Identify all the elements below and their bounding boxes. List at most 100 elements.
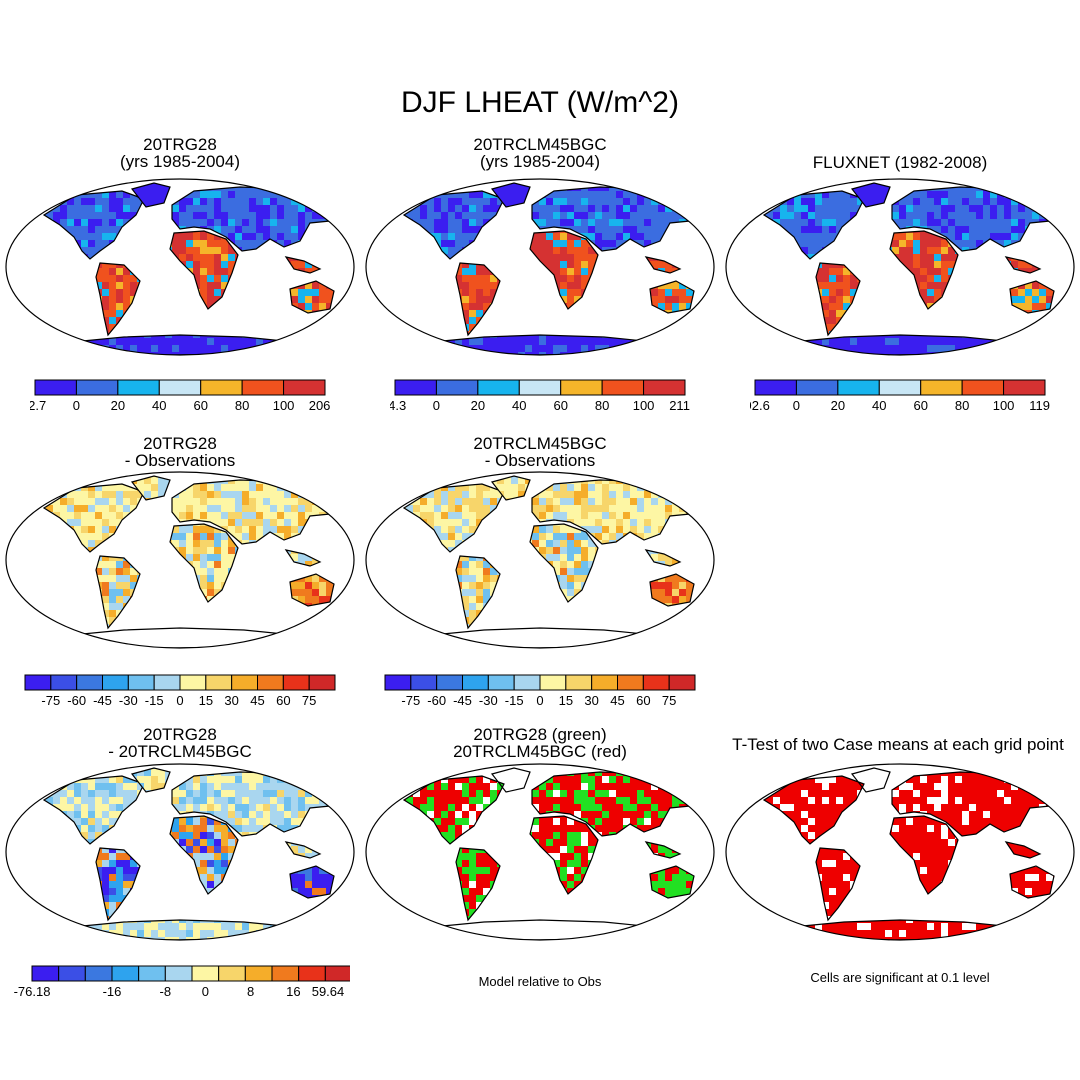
colorbar-tick-label: 75 <box>302 693 316 708</box>
panel-title-line: (yrs 1985-2004) <box>420 153 660 170</box>
colorbar-box <box>669 675 695 690</box>
panel-title-line: (yrs 1985-2004) <box>60 153 300 170</box>
colorbar-tick-label: 0 <box>433 398 440 413</box>
colorbar-tick-label: 75 <box>662 693 676 708</box>
colorbar-box <box>755 380 796 395</box>
colorbar-tick-label: -15 <box>505 693 524 708</box>
colorbar-box <box>59 966 86 981</box>
colorbar-tick-label: 80 <box>235 398 249 413</box>
panel-title-6: 20TRG28 - 20TRCLM45BGC <box>60 726 300 760</box>
panel-title-1: 20TRG28 (yrs 1985-2004) <box>60 136 300 170</box>
note-ttest-significance: Cells are significant at 0.1 level <box>780 970 1020 985</box>
colorbar-box <box>77 675 103 690</box>
colorbar-box <box>258 675 284 690</box>
colorbar-model-diff: -76.18 -16 -8 0 8 16 59.64 <box>10 962 350 1002</box>
colorbar-box <box>283 675 309 690</box>
panel-title-line: - 20TRCLM45BGC <box>60 743 300 760</box>
colorbar-box <box>219 966 246 981</box>
colorbar-tick-label: -30 <box>119 693 138 708</box>
panel-title-3: FLUXNET (1982-2008) <box>780 154 1020 171</box>
panel-title-4: 20TRG28 - Observations <box>60 435 300 469</box>
colorbar-tick-label: 30 <box>584 693 598 708</box>
colorbar-box <box>540 675 566 690</box>
colorbar-box <box>566 675 592 690</box>
colorbar-box <box>602 380 643 395</box>
colorbar-box <box>206 675 232 690</box>
colorbar-box <box>118 380 159 395</box>
colorbar-tick-label: -45 <box>93 693 112 708</box>
colorbar-tick-label: 0 <box>793 398 800 413</box>
colorbar-box <box>165 966 192 981</box>
colorbar-box <box>51 675 77 690</box>
colorbar-tick-label: 100 <box>993 398 1015 413</box>
panel-title-5: 20TRCLM45BGC - Observations <box>420 435 660 469</box>
colorbar-tick-label: 45 <box>610 693 624 708</box>
colorbar-box <box>643 675 669 690</box>
colorbar-box <box>879 380 920 395</box>
colorbar-tick-label: -2.7 <box>30 398 46 413</box>
colorbar-box <box>385 675 411 690</box>
panel-title-8: T-Test of two Case means at each grid po… <box>720 736 1076 753</box>
colorbar-tick-label: 119.8 <box>1029 398 1050 413</box>
colorbar-box <box>514 675 540 690</box>
panel-title-line: 20TRCLM45BGC <box>420 435 660 452</box>
colorbar-tick-label: -45 <box>453 693 472 708</box>
colorbar-tick-label: 30 <box>224 693 238 708</box>
colorbar-box <box>411 675 437 690</box>
colorbar-tick-label: 60 <box>553 398 567 413</box>
colorbar-tick-label: -60 <box>67 693 86 708</box>
colorbar-tick-label: 0 <box>176 693 183 708</box>
colorbar-tick-label: 0 <box>202 984 209 999</box>
colorbar-box <box>796 380 837 395</box>
colorbar-tick-label: 60 <box>193 398 207 413</box>
colorbar-box <box>1004 380 1045 395</box>
colorbar-box <box>112 966 139 981</box>
colorbar-box <box>962 380 1003 395</box>
colorbar-tick-label: -76.18 <box>14 984 51 999</box>
panel-title-line: 20TRG28 <box>60 136 300 153</box>
colorbar-tick-label: -4.3 <box>390 398 406 413</box>
colorbar-box <box>272 966 299 981</box>
colorbar-diff-2: -75 -60 -45 -30 -15 0 15 30 45 60 75 <box>380 671 700 711</box>
main-title: DJF LHEAT (W/m^2) <box>0 86 1080 120</box>
colorbar-box <box>32 966 59 981</box>
colorbar-tick-label: 100 <box>633 398 655 413</box>
colorbar-tick-label: 60 <box>913 398 927 413</box>
colorbar-tick-label: -60 <box>427 693 446 708</box>
colorbar-box <box>299 966 326 981</box>
colorbar-box <box>180 675 206 690</box>
colorbar-box <box>644 380 685 395</box>
map-20trg28-minus-20trclm45bgc <box>4 762 356 942</box>
colorbar-box <box>284 380 325 395</box>
colorbar-box <box>436 380 477 395</box>
colorbar-tick-label: 40 <box>512 398 526 413</box>
colorbar-tick-label: 16 <box>286 984 300 999</box>
panel-title-line: - Observations <box>60 452 300 469</box>
colorbar-diff-1: -75 -60 -45 -30 -15 0 15 30 45 60 75 <box>20 671 340 711</box>
colorbar-tick-label: -75 <box>401 693 420 708</box>
colorbar-tick-label: 20 <box>471 398 485 413</box>
colorbar-tick-label: 0 <box>73 398 80 413</box>
colorbar-tick-label: 60 <box>276 693 290 708</box>
colorbar-tick-label: 15 <box>559 693 573 708</box>
panel-title-line: 20TRCLM45BGC (red) <box>420 743 660 760</box>
colorbar-box <box>309 675 335 690</box>
panel-title-line: 20TRG28 (green) <box>420 726 660 743</box>
panel-title-line: 20TRG28 <box>60 726 300 743</box>
colorbar-tick-label: 80 <box>955 398 969 413</box>
colorbar-box <box>154 675 180 690</box>
panel-title-2: 20TRCLM45BGC (yrs 1985-2004) <box>420 136 660 170</box>
colorbar-box <box>325 966 350 981</box>
colorbar-tick-label: 80 <box>595 398 609 413</box>
colorbar-tick-label: 45 <box>250 693 264 708</box>
colorbar-tick-label: 15 <box>199 693 213 708</box>
panel-title-7: 20TRG28 (green) 20TRCLM45BGC (red) <box>420 726 660 760</box>
colorbar-box <box>245 966 272 981</box>
colorbar-box <box>201 380 242 395</box>
map-ttest <box>724 762 1076 942</box>
panel-title-line: 20TRCLM45BGC <box>420 136 660 153</box>
note-model-relative: Model relative to Obs <box>420 974 660 989</box>
colorbar-box <box>25 675 51 690</box>
